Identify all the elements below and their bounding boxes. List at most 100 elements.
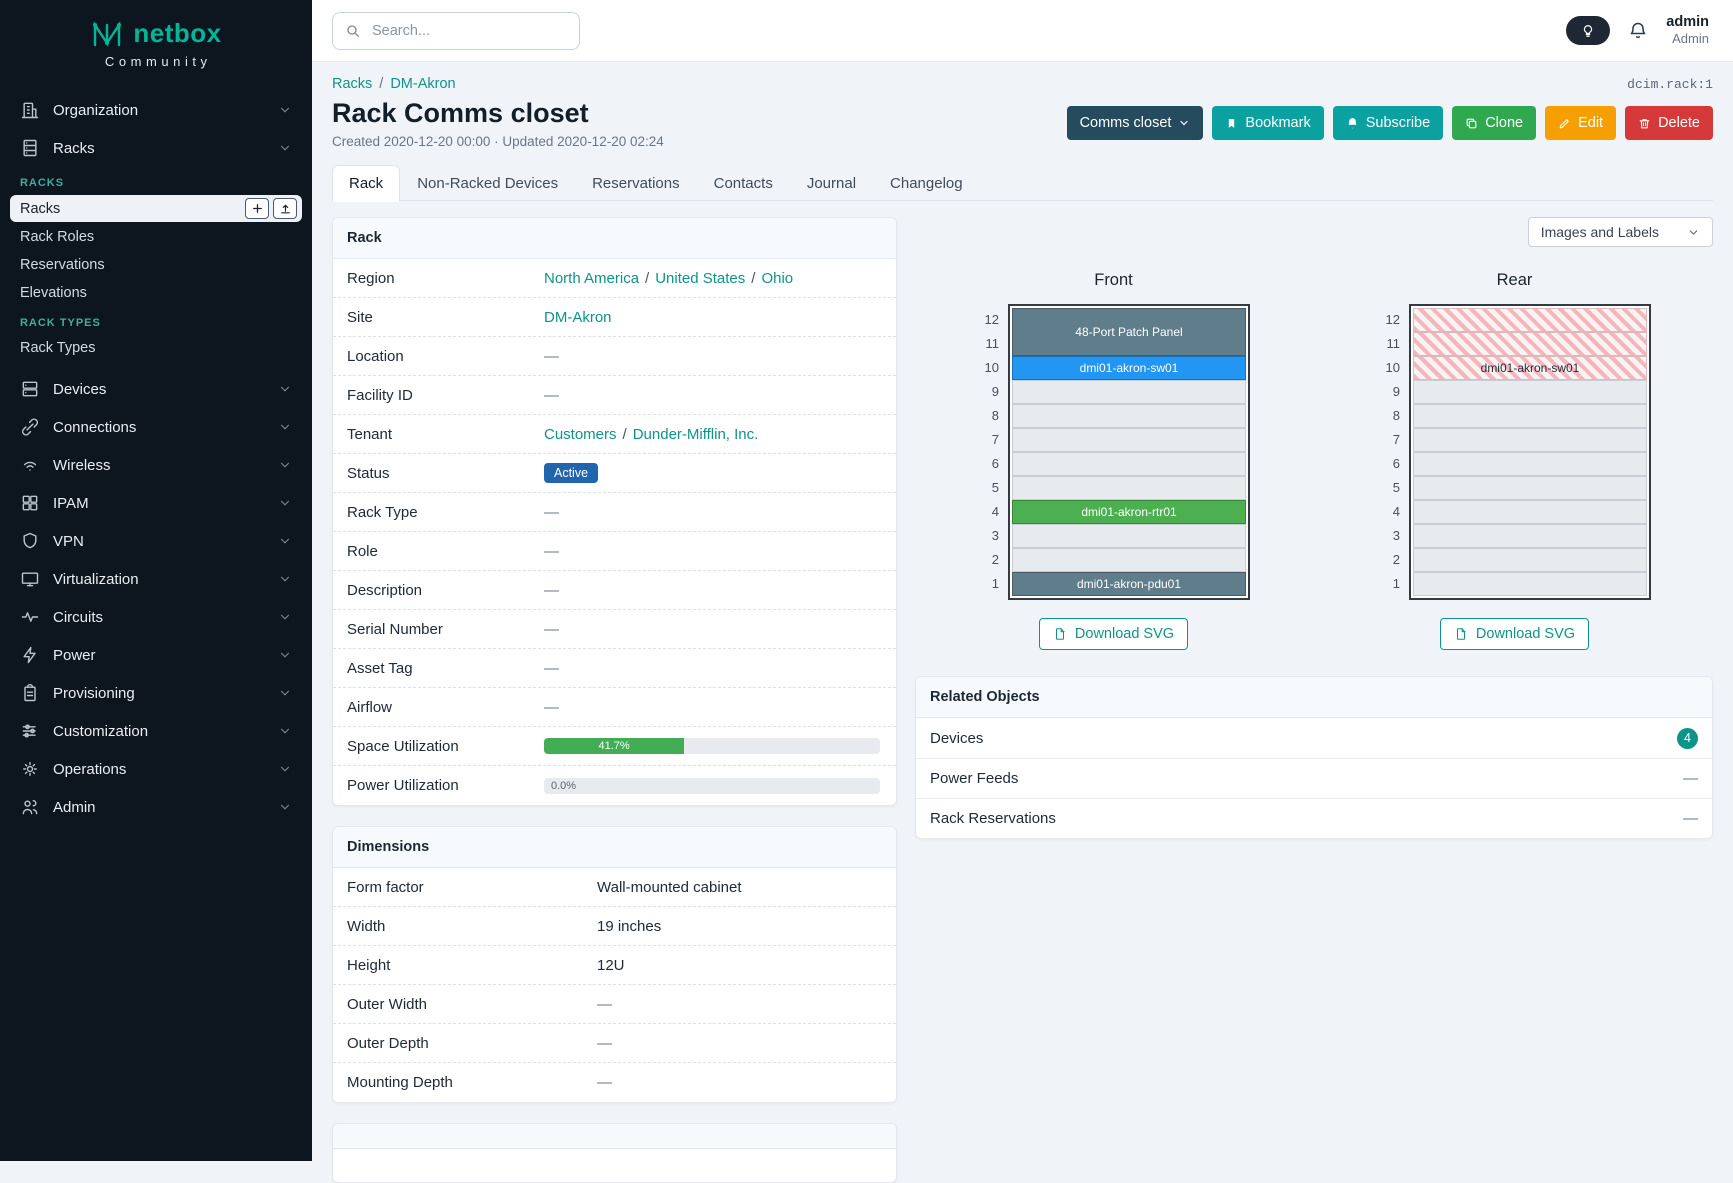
chevron-down-icon xyxy=(278,382,292,396)
tab-journal[interactable]: Journal xyxy=(806,175,857,192)
front-rack-slot-u9[interactable] xyxy=(1012,380,1246,404)
rack-selector-dropdown[interactable]: Comms closet xyxy=(1066,106,1204,140)
front-rack-slot-u3[interactable] xyxy=(1012,524,1246,548)
related-devices-row[interactable]: Devices 4 xyxy=(916,718,1712,758)
rear-rack-slot-u5[interactable] xyxy=(1413,476,1647,500)
download-svg-button-rear[interactable]: Download SVG xyxy=(1439,618,1590,650)
tenant-link[interactable]: Dunder-Mifflin, Inc. xyxy=(632,425,759,443)
sidebar-item-vpn[interactable]: VPN xyxy=(0,522,312,560)
unit-number: 7 xyxy=(1392,432,1400,447)
sidebar-item-wireless[interactable]: Wireless xyxy=(0,446,312,484)
sidebar-subitem-elevations[interactable]: Elevations xyxy=(20,285,87,301)
rear-rack-slot-u7[interactable] xyxy=(1413,428,1647,452)
clone-button[interactable]: Clone xyxy=(1452,106,1537,140)
unit-number: 9 xyxy=(991,384,999,399)
search-input[interactable] xyxy=(370,21,567,40)
tab-changelog[interactable]: Changelog xyxy=(890,175,963,192)
front-elevation: Front 12 11 10 9 8 7 6 5 4 3 2 1 48-Port Patch Pane… xyxy=(977,271,1250,650)
subscribe-button[interactable]: Subscribe xyxy=(1332,106,1444,140)
row-outer-width: Outer Width — xyxy=(333,985,896,1024)
rear-rack-slot-u11[interactable] xyxy=(1413,332,1647,356)
sidebar-subitem-rack-types[interactable]: Rack Types xyxy=(20,340,96,356)
breadcrumb-separator: / xyxy=(379,76,384,92)
row-region: Region North America / United States / O… xyxy=(333,259,896,298)
front-rack-slot-u2[interactable] xyxy=(1012,548,1246,572)
download-svg-button-front[interactable]: Download SVG xyxy=(1038,618,1189,650)
chevron-down-icon xyxy=(1687,226,1700,239)
rear-rack-slot-u3[interactable] xyxy=(1413,524,1647,548)
rear-rack-slot-u8[interactable] xyxy=(1413,404,1647,428)
unit-number-column: 12 11 10 9 8 7 6 5 4 3 2 1 xyxy=(1378,308,1400,600)
front-rack-slot-u5[interactable] xyxy=(1012,476,1246,500)
rack-device-front[interactable]: dmi01-akron-pdu01 xyxy=(1012,572,1246,596)
sidebar-subitem-reservations[interactable]: Reservations xyxy=(20,257,105,273)
user-role: Admin xyxy=(1672,31,1709,47)
sidebar-item-provisioning[interactable]: Provisioning xyxy=(0,674,312,712)
tab-reservations[interactable]: Reservations xyxy=(592,175,680,192)
sidebar-item-virtualization[interactable]: Virtualization xyxy=(0,560,312,598)
sidebar-item-devices[interactable]: Devices xyxy=(0,370,312,408)
add-rack-button[interactable] xyxy=(245,198,269,219)
related-objects-title: Related Objects xyxy=(916,677,1712,718)
theme-toggle-button[interactable] xyxy=(1566,16,1611,45)
sidebar-item-operations[interactable]: Operations xyxy=(0,750,312,788)
edit-button[interactable]: Edit xyxy=(1545,106,1617,140)
bookmark-icon xyxy=(1225,117,1238,130)
front-rack-slot-u6[interactable] xyxy=(1012,452,1246,476)
notifications-button[interactable] xyxy=(1626,19,1650,43)
rear-rack-slot-u12[interactable] xyxy=(1413,308,1647,332)
region-link[interactable]: Ohio xyxy=(761,269,794,287)
rack-device-front[interactable]: dmi01-akron-rtr01 xyxy=(1012,500,1246,524)
field-label-location: Location xyxy=(347,347,404,365)
related-rack-reservations-row[interactable]: Rack Reservations — xyxy=(916,798,1712,838)
breadcrumb-link-site[interactable]: DM-Akron xyxy=(390,76,456,92)
region-link[interactable]: North America xyxy=(544,269,640,287)
rear-rack-slot-u4[interactable] xyxy=(1413,500,1647,524)
tenant-group-link[interactable]: Customers xyxy=(544,425,617,443)
unit-number: 1 xyxy=(991,576,999,591)
tab-contacts[interactable]: Contacts xyxy=(713,175,773,192)
bookmark-button[interactable]: Bookmark xyxy=(1212,106,1324,140)
sidebar-item-circuits[interactable]: Circuits xyxy=(0,598,312,636)
tab-rack[interactable]: Rack xyxy=(332,165,401,202)
rack-device-front[interactable]: dmi01-akron-sw01 xyxy=(1012,356,1246,380)
rear-rack-slot-u6[interactable] xyxy=(1413,452,1647,476)
related-power-feeds-row[interactable]: Power Feeds — xyxy=(916,758,1712,798)
sidebar-subitem-rack-roles[interactable]: Rack Roles xyxy=(20,229,95,245)
unit-number: 1 xyxy=(1392,576,1400,591)
sidebar-item-power[interactable]: Power xyxy=(0,636,312,674)
breadcrumb-link-racks[interactable]: Racks xyxy=(332,76,373,92)
user-menu[interactable]: admin Admin xyxy=(1666,13,1709,47)
tab-non-racked-devices[interactable]: Non-Racked Devices xyxy=(417,175,559,192)
region-link[interactable]: United States xyxy=(655,269,746,287)
search-input-wrapper[interactable] xyxy=(332,11,580,50)
rear-rack-slot-u9[interactable] xyxy=(1413,380,1647,404)
brand-home-link[interactable]: netbox Community xyxy=(0,0,312,77)
front-rack-slot-u8[interactable] xyxy=(1012,404,1246,428)
sidebar-item-customization[interactable]: Customization xyxy=(0,712,312,750)
import-racks-button[interactable] xyxy=(273,198,297,219)
unit-number-column: 12 11 10 9 8 7 6 5 4 3 2 1 xyxy=(977,308,999,600)
rack-device-rear[interactable]: dmi01-akron-sw01 xyxy=(1413,356,1647,380)
sidebar-item-racks[interactable]: Racks xyxy=(0,129,312,167)
unit-number: 8 xyxy=(1392,408,1400,423)
row-serial-number: Serial Number — xyxy=(333,610,896,649)
chevron-down-icon xyxy=(278,686,292,700)
wifi-icon xyxy=(20,455,40,475)
rear-rack-slot-u1[interactable] xyxy=(1413,572,1647,596)
empty-value: — xyxy=(597,995,612,1013)
rack-device-front[interactable]: 48-Port Patch Panel xyxy=(1012,308,1246,356)
sidebar-item-organization[interactable]: Organization xyxy=(0,91,312,129)
sidebar-subitem-racks[interactable]: Racks xyxy=(10,195,302,222)
front-rack-slot-u7[interactable] xyxy=(1012,428,1246,452)
delete-button[interactable]: Delete xyxy=(1625,106,1713,140)
vpn-shield-icon xyxy=(20,531,40,551)
sidebar-item-admin[interactable]: Admin xyxy=(0,788,312,826)
sidebar-item-ipam[interactable]: IPAM xyxy=(0,484,312,522)
images-and-labels-select[interactable]: Images and Labels xyxy=(1527,217,1713,247)
site-link[interactable]: DM-Akron xyxy=(544,308,612,326)
user-name: admin xyxy=(1666,14,1709,31)
rear-rack-slot-u2[interactable] xyxy=(1413,548,1647,572)
unit-number: 7 xyxy=(991,432,999,447)
sidebar-item-connections[interactable]: Connections xyxy=(0,408,312,446)
